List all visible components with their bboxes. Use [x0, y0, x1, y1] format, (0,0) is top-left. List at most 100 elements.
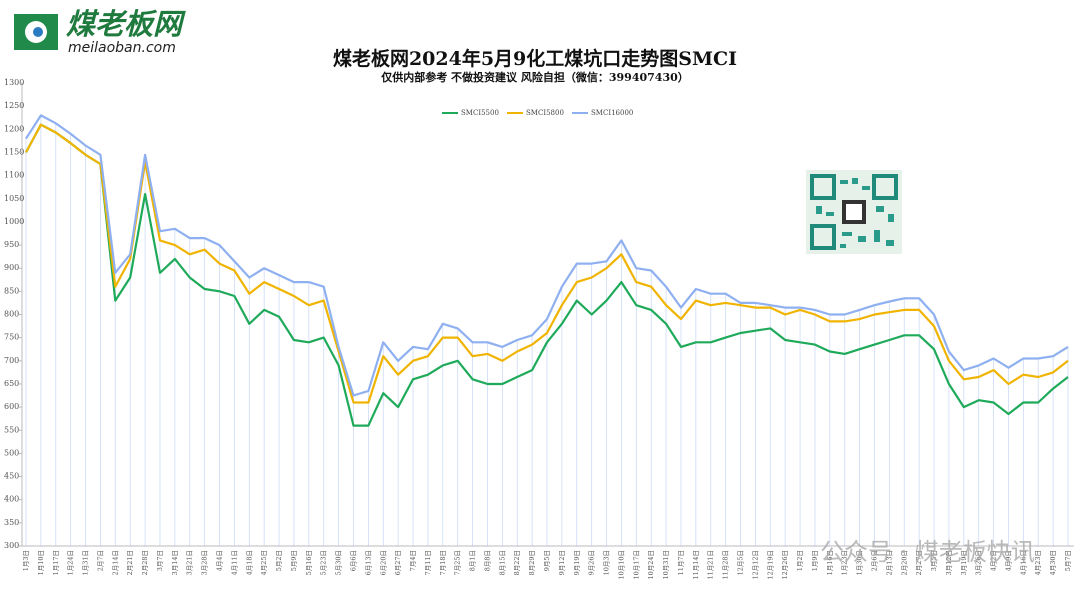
legend-label: SMCI16000	[591, 109, 633, 117]
x-tick-label: 2月20日	[900, 550, 908, 575]
x-tick-label: 12月19日	[766, 550, 774, 580]
chart-subtitle: 仅供内部参考 不做投资建议 风险自担（微信：399407430）	[380, 70, 689, 84]
logo-dot	[33, 27, 43, 37]
x-tick-label: 3月28日	[201, 550, 209, 575]
y-tick-label: 1250	[4, 101, 24, 110]
qr-center	[846, 204, 862, 220]
x-tick-label: 11月14日	[692, 550, 700, 580]
series-line	[25, 123, 1069, 404]
x-tick-label: 7月11日	[424, 550, 432, 575]
y-tick-label: 600	[4, 402, 19, 411]
x-tick-label: 6月6日	[349, 550, 357, 571]
x-tick-label: 6月13日	[364, 550, 372, 575]
y-tick-label: 500	[4, 448, 19, 457]
x-tick-label: 4月18日	[245, 550, 253, 575]
x-tick-label: 4月16日	[1019, 550, 1027, 575]
x-tick-label: 9月12日	[558, 550, 566, 575]
x-tick-label: 1月2日	[796, 550, 804, 571]
y-tick-label: 900	[4, 263, 19, 272]
x-tick-label: 9月19日	[573, 550, 581, 575]
x-tick-label: 2月13日	[885, 550, 893, 575]
logo-site: meilaoban.com	[68, 40, 176, 56]
y-tick-label: 650	[4, 379, 19, 388]
x-tick-label: 5月16日	[305, 550, 313, 575]
x-tick-label: 2月21日	[126, 550, 134, 575]
x-tick-label: 8月8日	[483, 550, 491, 571]
y-tick-label: 700	[4, 356, 19, 365]
x-tick-label: 11月28日	[722, 550, 730, 580]
qr-corner	[872, 174, 898, 200]
x-tick-label: 1月30日	[856, 550, 864, 575]
x-tick-label: 4月25日	[260, 550, 268, 575]
x-tick-label: 1月31日	[82, 550, 90, 575]
y-tick-label: 1200	[4, 124, 24, 133]
x-tick-label: 7月4日	[409, 550, 417, 571]
x-tick-label: 8月22日	[513, 550, 521, 575]
x-tick-label: 4月2日	[990, 550, 998, 571]
x-tick-label: 11月21日	[707, 550, 715, 580]
y-tick-label: 400	[4, 495, 19, 504]
x-tick-label: 12月5日	[737, 550, 745, 575]
x-tick-label: 1月17日	[52, 550, 60, 575]
x-tick-label: 10月24日	[647, 550, 655, 580]
x-tick-label: 4月9日	[1004, 550, 1012, 571]
x-tick-label: 8月29日	[528, 550, 536, 575]
legend-label: SMCI5500	[461, 109, 499, 117]
x-tick-label: 3月14日	[171, 550, 179, 575]
x-tick-label: 7月25日	[454, 550, 462, 575]
x-tick-label: 6月27日	[394, 550, 402, 575]
qr-corner	[810, 174, 836, 200]
x-tick-label: 1月24日	[67, 550, 75, 575]
qr-code	[806, 170, 902, 254]
x-tick-label: 6月20日	[379, 550, 387, 575]
watermark: 公众号 · 煤老板快讯	[820, 538, 1035, 566]
x-tick-label: 1月23日	[841, 550, 849, 575]
x-tick-label: 2月6日	[870, 550, 878, 571]
x-tick-label: 4月30日	[1049, 550, 1057, 575]
x-tick-label: 1月10日	[37, 550, 45, 575]
x-tick-label: 12月26日	[781, 550, 789, 580]
series-line	[25, 114, 1069, 397]
x-tick-label: 7月18日	[439, 550, 447, 575]
y-tick-label: 1000	[4, 217, 24, 226]
y-tick-label: 300	[4, 541, 19, 550]
x-tick-label: 2月14日	[111, 550, 119, 575]
x-tick-label: 8月1日	[469, 550, 477, 571]
chart-title: 煤老板网2024年5月9化工煤坑口走势图SMCI	[333, 47, 737, 70]
x-tick-label: 4月4日	[216, 550, 224, 571]
x-tick-label: 10月10日	[617, 550, 625, 580]
y-tick-label: 950	[4, 240, 19, 249]
y-tick-label: 550	[4, 425, 19, 434]
x-tick-label: 3月12日	[945, 550, 953, 575]
x-tick-label: 3月7日	[156, 550, 164, 571]
y-tick-label: 1300	[4, 78, 24, 87]
x-tick-label: 5月2日	[275, 550, 283, 571]
x-tick-label: 5月30日	[335, 550, 343, 575]
x-tick-label: 2月28日	[141, 550, 149, 575]
qr-modules	[816, 178, 894, 248]
y-tick-label: 850	[4, 286, 19, 295]
logo-name: 煤老板网	[66, 7, 186, 41]
x-tick-label: 5月23日	[320, 550, 328, 575]
x-tick-label: 8月15日	[498, 550, 506, 575]
x-tick-label: 9月26日	[588, 550, 596, 575]
x-tick-label: 12月12日	[751, 550, 759, 580]
y-tick-label: 800	[4, 310, 19, 319]
logo: 煤老板网 meilaoban.com	[14, 7, 186, 56]
x-tick-label: 3月21日	[186, 550, 194, 575]
x-tick-label: 2月7日	[96, 550, 104, 571]
x-tick-label: 10月17日	[632, 550, 640, 580]
x-tick-label: 1月9日	[811, 550, 819, 571]
x-tick-label: 3月19日	[960, 550, 968, 575]
series-line	[25, 123, 1069, 427]
x-tick-label: 1月16日	[826, 550, 834, 575]
y-tick-label: 1150	[4, 147, 24, 156]
x-tick-label: 2月27日	[915, 550, 923, 575]
x-tick-label: 4月23日	[1034, 550, 1042, 575]
x-tick-label: 11月7日	[677, 550, 685, 575]
y-tick-label: 450	[4, 472, 19, 481]
x-tick-label: 5月7日	[1064, 550, 1072, 571]
x-tick-label: 1月3日	[22, 550, 30, 571]
legend-label: SMCI5800	[526, 109, 564, 117]
